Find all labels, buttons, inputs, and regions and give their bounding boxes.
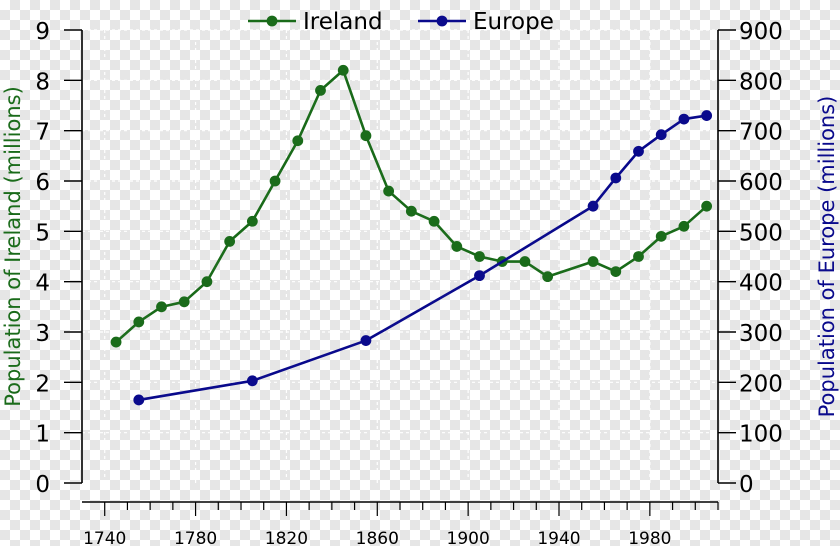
data-point-europe bbox=[474, 270, 485, 282]
data-point-europe bbox=[587, 200, 599, 212]
axes bbox=[64, 29, 736, 516]
data-point-europe bbox=[133, 394, 145, 406]
y-left-tick-label: 9 bbox=[35, 19, 50, 45]
data-point-ireland bbox=[428, 215, 440, 227]
y-right-tick-label: 0 bbox=[739, 472, 754, 498]
data-point-europe bbox=[678, 113, 690, 125]
x-tick-label: 1940 bbox=[537, 529, 580, 546]
data-point-ireland bbox=[110, 336, 122, 348]
data-point-ireland bbox=[201, 276, 213, 288]
data-point-ireland bbox=[383, 185, 395, 197]
y-right-tick-label: 100 bbox=[739, 422, 783, 448]
series-line-europe bbox=[138, 114, 707, 402]
y-left-tick-label: 4 bbox=[35, 271, 50, 297]
data-point-ireland bbox=[315, 85, 326, 96]
data-point-ireland bbox=[360, 130, 372, 142]
data-point-ireland bbox=[156, 301, 167, 313]
y-left-tick-label: 6 bbox=[35, 170, 50, 196]
y-right-tick-label: 600 bbox=[739, 170, 783, 196]
y-left-tick-label: 0 bbox=[35, 472, 50, 498]
data-point-europe bbox=[655, 129, 667, 141]
legend-label-ireland: Ireland bbox=[303, 9, 383, 35]
y-left-tick-label: 5 bbox=[35, 220, 50, 246]
legend-label-europe: Europe bbox=[473, 9, 554, 35]
y-left-tick-label: 1 bbox=[35, 422, 50, 448]
data-point-ireland bbox=[474, 251, 485, 262]
y-left-tick-label: 2 bbox=[35, 371, 50, 397]
legend: Ireland Europe bbox=[248, 9, 554, 35]
data-point-ireland bbox=[269, 175, 281, 187]
y-left-tick-label: 3 bbox=[35, 321, 50, 347]
y-right-tick-label: 900 bbox=[739, 19, 783, 45]
data-point-ireland bbox=[292, 135, 304, 147]
data-point-ireland bbox=[519, 256, 531, 267]
x-tick-label: 1900 bbox=[447, 529, 490, 546]
y-left-tick-label: 7 bbox=[35, 120, 50, 146]
data-point-ireland bbox=[224, 236, 236, 247]
data-point-europe bbox=[633, 145, 644, 157]
x-tick-label: 1860 bbox=[356, 529, 399, 546]
data-point-ireland bbox=[655, 230, 667, 242]
y-right-tick-label: 800 bbox=[739, 69, 783, 95]
grid bbox=[82, 29, 718, 483]
data-point-ireland bbox=[246, 215, 258, 227]
y-right-tick-label: 400 bbox=[739, 271, 783, 297]
data-point-ireland bbox=[451, 241, 463, 252]
tick-labels: 0 1 2 3 4 5 6 7 8 9 0 100 200 300 400 500 600 700 800 900 17… bbox=[35, 19, 783, 546]
y-axis-label-left: Population of Ireland (millions) bbox=[1, 86, 25, 407]
data-point-ireland bbox=[701, 200, 713, 212]
y-right-tick-label: 700 bbox=[739, 120, 783, 146]
data-point-ireland bbox=[587, 256, 599, 267]
y-right-tick-label: 500 bbox=[739, 220, 783, 246]
y-right-tick-label: 200 bbox=[739, 371, 783, 397]
data-point-ireland bbox=[542, 271, 554, 283]
data-point-ireland bbox=[633, 251, 644, 262]
data-point-europe bbox=[360, 335, 372, 346]
y-left-tick-label: 8 bbox=[35, 69, 50, 95]
series bbox=[110, 64, 713, 406]
data-point-europe bbox=[246, 375, 258, 387]
y-right-tick-label: 300 bbox=[739, 321, 783, 347]
data-point-ireland bbox=[610, 266, 622, 277]
legend-marker-europe bbox=[436, 15, 448, 27]
legend-marker-ireland bbox=[266, 15, 278, 27]
data-point-ireland bbox=[405, 205, 417, 217]
data-point-europe bbox=[610, 172, 622, 184]
data-point-europe bbox=[701, 110, 713, 121]
data-point-ireland bbox=[133, 316, 145, 328]
data-point-ireland bbox=[337, 64, 349, 76]
data-point-ireland bbox=[678, 220, 690, 232]
x-tick-label: 1820 bbox=[265, 529, 308, 546]
x-tick-label: 1980 bbox=[628, 529, 671, 546]
y-axis-label-right: Population of Europe (millions) bbox=[815, 96, 839, 418]
data-point-ireland bbox=[178, 296, 190, 308]
x-tick-label: 1740 bbox=[83, 529, 126, 546]
x-tick-label: 1780 bbox=[174, 529, 217, 546]
